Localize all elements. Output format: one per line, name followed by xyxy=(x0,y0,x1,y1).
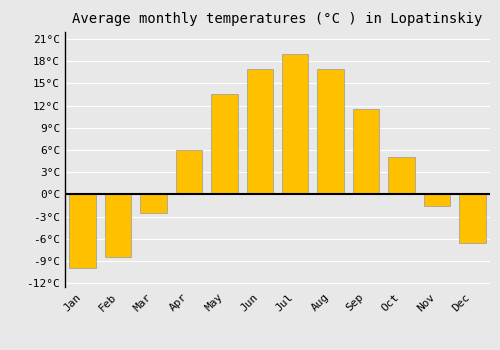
Bar xyxy=(176,150,202,195)
Bar xyxy=(388,158,414,195)
Bar xyxy=(282,54,308,195)
Bar xyxy=(353,109,380,195)
Bar xyxy=(459,195,485,243)
Title: Average monthly temperatures (°C ) in Lopatinskiy: Average monthly temperatures (°C ) in Lo… xyxy=(72,12,482,26)
Bar xyxy=(70,195,96,268)
Bar xyxy=(140,195,167,213)
Bar xyxy=(318,69,344,195)
Bar xyxy=(105,195,132,257)
Bar xyxy=(424,195,450,205)
Bar xyxy=(246,69,273,195)
Bar xyxy=(211,94,238,195)
